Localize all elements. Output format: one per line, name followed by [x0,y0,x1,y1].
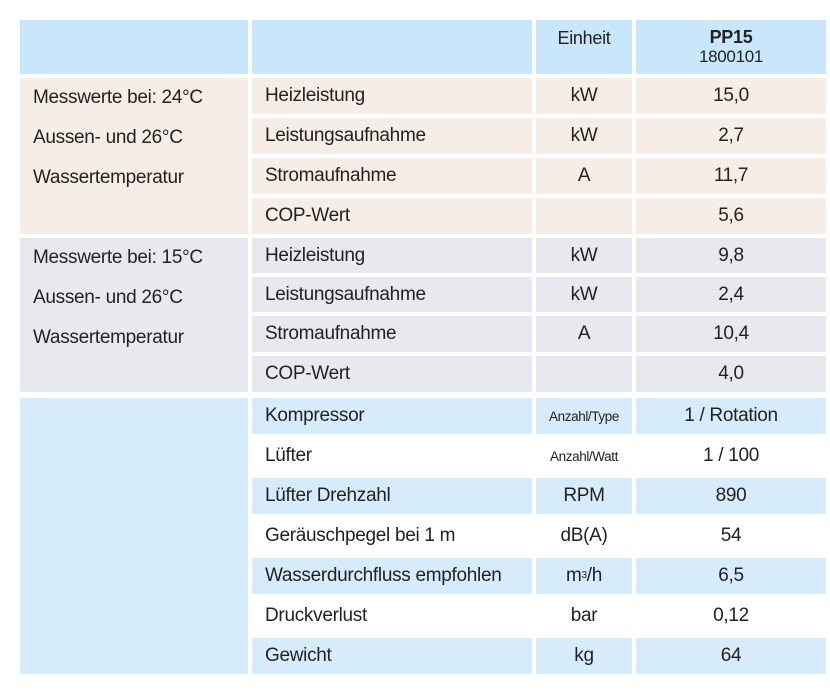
header-unit: Einheit [536,20,632,74]
row-value: 15,0 [636,78,826,114]
row-unit [536,198,632,234]
row-unit: kW [536,238,632,273]
condition-line: Messwerte bei: 24°C [33,87,203,108]
row-value: 0,12 [636,598,826,634]
condition-block-15c: Messwerte bei: 15°C Aussen- und 26°C Was… [20,238,248,392]
specs-left-block [20,398,248,674]
condition-line: Wassertemperatur [33,327,184,348]
row-value: 10,4 [636,316,826,352]
header-unit-label: Einheit [557,28,611,48]
row-unit: Anzahl/Watt [536,438,632,474]
row-label: Druckverlust [252,598,532,634]
row-label: Geräuschpegel bei 1 m [252,518,532,554]
row-value: 1 / 100 [636,438,826,474]
row-value: 54 [636,518,826,554]
row-label: Gewicht [252,638,532,674]
unit-tail: /h [586,565,603,586]
row-unit: RPM [536,478,632,514]
unit-base: m [565,565,582,586]
row-label: COP-Wert [252,356,532,392]
row-value: 64 [636,638,826,674]
row-label: Leistungsaufnahme [252,118,532,154]
row-unit: Anzahl/Type [536,398,632,434]
row-unit: dB(A) [536,518,632,554]
header-description-cell [252,20,532,74]
row-unit: m 3/h [536,558,632,594]
header-model: PP15 1800101 [636,20,826,74]
row-label: Leistungsaufnahme [252,277,532,312]
row-value: 6,5 [636,558,826,594]
row-label: Stromaufnahme [252,316,532,352]
row-label: Wasserdurchfluss empfohlen [252,558,532,594]
condition-line: Aussen- und 26°C [33,127,183,148]
condition-line: Wassertemperatur [33,167,184,188]
row-unit: A [536,316,632,352]
row-value: 9,8 [636,238,826,273]
row-label: Stromaufnahme [252,158,532,194]
row-label: Heizleistung [252,238,532,273]
header-condition-cell [20,20,248,74]
row-unit: bar [536,598,632,634]
row-unit: A [536,158,632,194]
row-unit: kW [536,78,632,114]
row-label: Lüfter [252,438,532,474]
row-unit: kg [536,638,632,674]
condition-line: Messwerte bei: 15°C [33,247,203,268]
row-value: 1 / Rotation [636,398,826,434]
model-number: 1800101 [698,47,764,66]
row-value: 5,6 [636,198,826,234]
row-unit: kW [536,277,632,312]
row-label: COP-Wert [252,198,532,234]
spec-table: Einheit PP15 1800101 Messwerte bei: 24°C… [20,20,826,674]
condition-block-24c: Messwerte bei: 24°C Aussen- und 26°C Was… [20,78,248,234]
row-label: Heizleistung [252,78,532,114]
row-value: 2,7 [636,118,826,154]
row-value: 11,7 [636,158,826,194]
condition-line: Aussen- und 26°C [33,287,183,308]
model-name: PP15 [709,27,753,47]
row-unit: kW [536,118,632,154]
row-value: 4,0 [636,356,826,392]
row-unit [536,356,632,392]
row-value: 2,4 [636,277,826,312]
row-label: Kompressor [252,398,532,434]
row-label: Lüfter Drehzahl [252,478,532,514]
row-value: 890 [636,478,826,514]
